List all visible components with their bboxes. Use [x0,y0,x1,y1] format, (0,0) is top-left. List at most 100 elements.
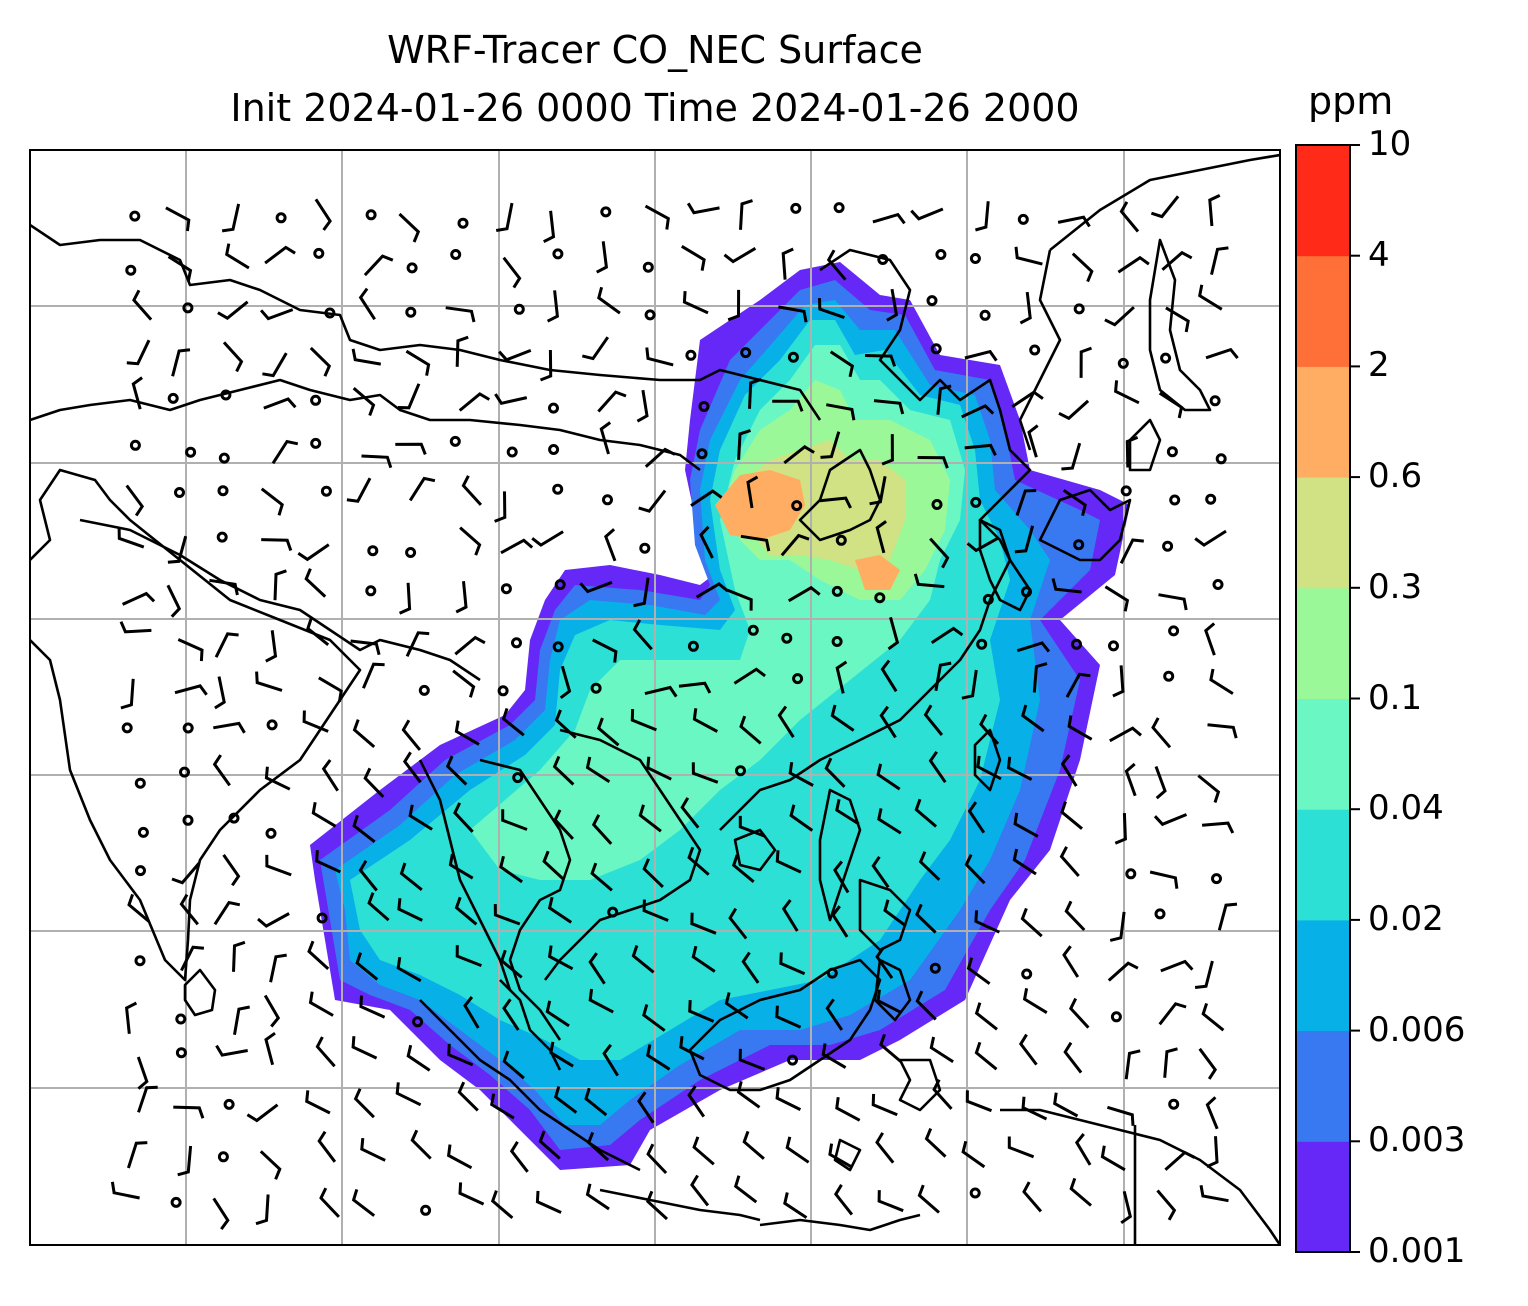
calm-wind-circle [930,343,942,355]
calm-wind-circle [982,593,994,605]
wind-barb [820,431,841,459]
map-subtitle: Init 2024-01-26 0000 Time 2024-01-26 200… [230,86,1080,130]
wind-barb [1014,246,1043,266]
wind-barb [976,755,1002,781]
colorbar-tick-label: 0.3 [1368,566,1423,607]
wind-barb [914,798,938,828]
calm-wind-circle [935,249,947,260]
wind-barb [1198,284,1223,311]
wind-barb [872,212,906,225]
wind-barb [642,899,669,922]
calm-wind-circles [121,202,1227,1216]
calm-wind-circle [405,306,417,318]
calm-wind-circle [874,592,886,604]
wind-barb [637,1091,655,1124]
wind-barb [819,496,852,509]
wind-barb [307,940,330,971]
wind-barb [318,676,343,703]
wind-barb [1061,442,1082,471]
wind-barb [1014,525,1035,554]
wind-barb [789,804,814,832]
wind-barb [351,1036,378,1060]
wind-barb [818,298,845,320]
wind-barb [646,1143,668,1175]
wind-barb [233,1005,250,1035]
wind-barb [876,989,902,1014]
wind-barb [687,846,710,876]
wind-barb [1119,201,1140,233]
wind-barb [212,754,231,787]
wind-barb [351,348,382,366]
colorbar-segment [1296,587,1350,699]
wind-barb [1201,1002,1225,1032]
wind-barb [877,808,902,835]
wind-barb [1164,1150,1196,1171]
wind-barb [559,665,572,699]
wind-barb [645,347,674,367]
wind-barb [353,1088,375,1119]
wind-barb [961,404,995,419]
calm-wind-circle [412,1016,424,1028]
wind-barb [686,202,720,215]
wind-barb [915,990,937,1021]
wind-barb [1117,255,1150,274]
wind-barb [826,249,847,281]
wind-barb [785,1136,810,1164]
wind-barb [463,996,480,1029]
calm-wind-circle [1071,638,1082,650]
calm-wind-circle [137,826,149,838]
wind-barb [886,288,899,322]
wind-barb [964,853,986,885]
wind-barb [881,434,894,466]
calm-wind-circle [175,1013,187,1025]
wind-barb [1022,988,1048,1014]
wind-barb [259,308,294,321]
wind-barb [736,1081,761,1109]
wind-barb [728,907,748,940]
wind-barb [875,946,894,979]
calm-wind-circle [1125,868,1137,880]
wind-barb [581,336,610,361]
wind-barb [883,899,907,928]
calm-wind-circle [548,402,559,414]
wind-barb [682,291,709,315]
wind-barb [263,994,281,1028]
calm-wind-circle [217,1151,229,1163]
wind-barb [644,685,678,698]
wind-barb [1160,959,1194,973]
wind-barb [826,403,856,421]
wind-barb [255,1194,270,1226]
wind-barb [457,1081,479,1112]
wind-barb [1020,907,1043,938]
calm-wind-circle [687,640,699,652]
calm-wind-circle [791,500,803,512]
wind-barb [1206,1136,1219,1168]
wind-barb [259,1150,282,1180]
wind-barb [121,591,156,606]
calm-wind-circle [316,912,328,924]
wind-barb [1112,665,1125,698]
colorbar-segment [1296,145,1350,257]
wind-barb [1032,662,1048,693]
calm-wind-circle [129,210,141,222]
wind-barb [1114,380,1140,405]
wind-barb [917,456,949,469]
wind-barb [783,444,815,465]
calm-wind-circle [642,261,654,273]
wind-barb [543,210,556,244]
wind-barb [1124,762,1137,797]
calm-wind-circle [310,437,322,449]
calm-wind-circle [1212,579,1224,590]
wind-barb [167,535,188,564]
wind-barb [910,207,944,221]
wind-barb [352,719,376,749]
wind-barb [1199,1184,1229,1203]
wind-barb [360,1137,386,1162]
wind-barb [398,212,421,243]
wind-barb [1100,1145,1126,1172]
wind-barb [265,854,292,877]
colorbar-unit: ppm [1308,79,1394,123]
calm-wind-circle [877,254,889,265]
wind-barb [502,1050,525,1080]
wind-barb [1194,529,1227,547]
